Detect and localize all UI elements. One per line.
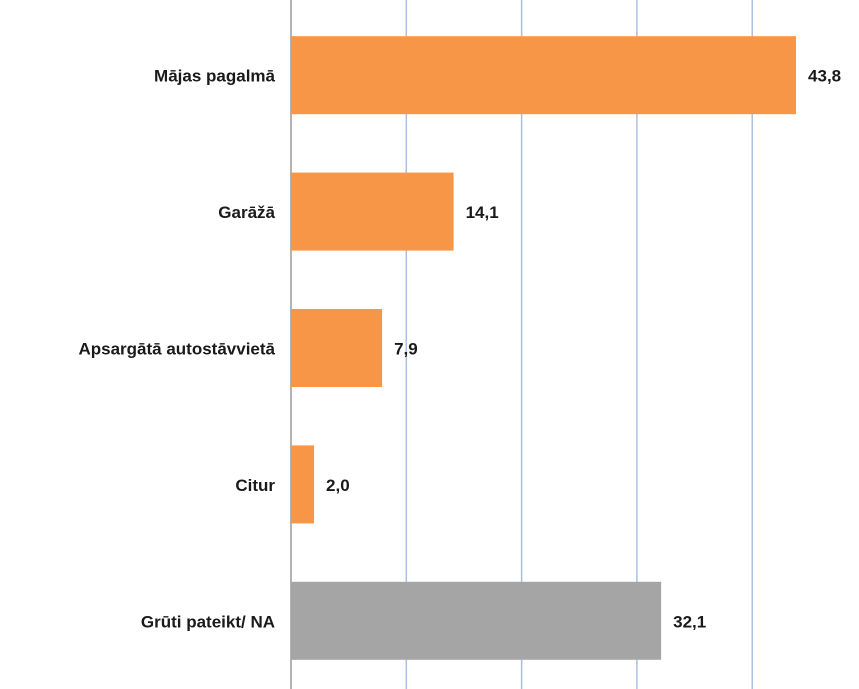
- category-label: Grūti pateikt/ NA: [141, 612, 275, 631]
- value-label: 32,1: [673, 612, 706, 631]
- category-label: Garāžā: [218, 203, 275, 222]
- bar: [291, 309, 383, 387]
- bar: [291, 581, 662, 660]
- bar: [291, 445, 315, 524]
- category-label: Apsargātā autostāvvietā: [78, 339, 275, 358]
- value-label: 14,1: [466, 203, 499, 222]
- bar: [291, 172, 454, 251]
- bar: [291, 36, 797, 115]
- category-label: Citur: [235, 476, 275, 495]
- value-label: 2,0: [326, 476, 350, 495]
- value-label: 43,8: [808, 67, 841, 86]
- category-label: Mājas pagalmā: [154, 67, 275, 86]
- value-label: 7,9: [394, 339, 418, 358]
